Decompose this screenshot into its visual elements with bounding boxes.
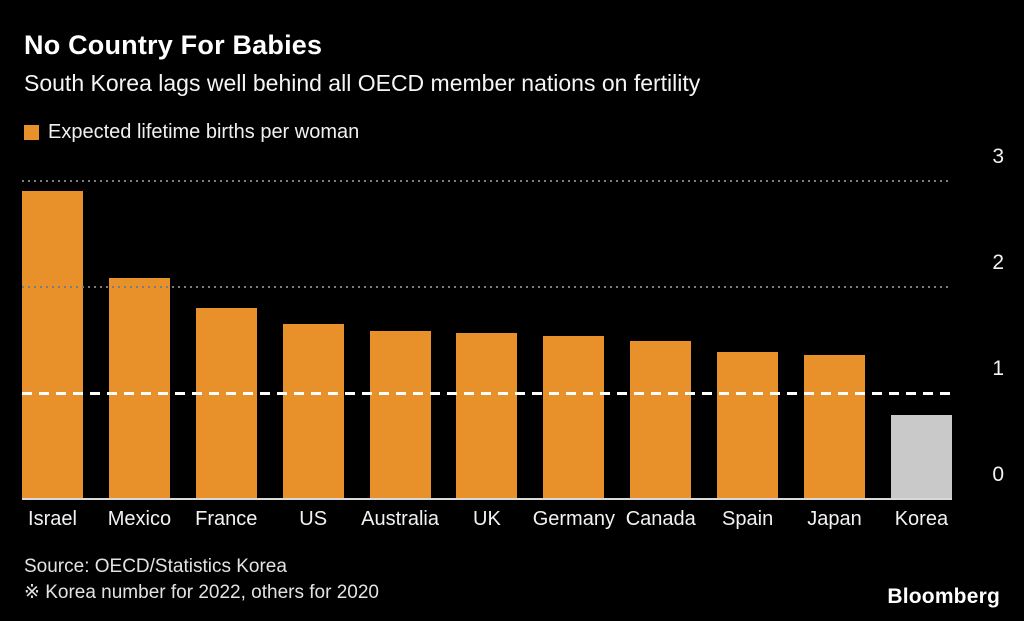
y-tick-3: 3	[992, 145, 1004, 168]
legend: Expected lifetime births per woman	[24, 120, 359, 144]
bar-france	[195, 308, 257, 498]
bars-container: Israel Mexico France US Australia UK Germany Ca…	[22, 158, 952, 530]
bar-us	[282, 324, 344, 498]
x-label-australia: Australia	[361, 508, 439, 530]
bar-australia	[369, 330, 431, 498]
bar-korea	[890, 415, 952, 498]
x-label-mexico: Mexico	[107, 508, 172, 530]
x-label-us: US	[299, 508, 328, 530]
y-tick-1: 1	[992, 357, 1004, 380]
bar-israel	[22, 190, 83, 498]
x-label-korea: Korea	[894, 508, 949, 530]
bar-germany	[543, 335, 605, 498]
legend-label: Expected lifetime births per woman	[48, 120, 360, 143]
x-label-japan: Japan	[807, 508, 862, 530]
chart-subtitle: South Korea lags well behind all OECD me…	[24, 70, 701, 96]
x-label-germany: Germany	[532, 508, 615, 530]
bar-group-japan: Japan	[804, 158, 866, 530]
gridline-rule	[22, 180, 952, 182]
bloomberg-logo: Bloomberg	[887, 585, 1000, 608]
x-label-spain: Spain	[722, 508, 774, 530]
y-tick-0: 0	[992, 463, 1004, 486]
bar-group-germany: Germany	[533, 158, 615, 530]
bar-group-korea: Korea	[890, 158, 952, 530]
bar-group-mexico: Mexico	[108, 158, 171, 530]
bar-group-uk: UK	[456, 158, 518, 530]
x-label-canada: Canada	[625, 508, 696, 530]
x-label-uk: UK	[473, 508, 501, 530]
reference-line	[22, 392, 952, 395]
bar-group-spain: Spain	[717, 158, 779, 530]
legend-swatch-icon	[24, 124, 39, 140]
plot-area: Israel Mexico France US Australia UK Germany Ca…	[22, 146, 1004, 530]
source-line: Source: OECD/Statistics Korea	[24, 556, 287, 577]
bar-group-israel: Israel	[22, 158, 83, 530]
gridline-rule	[22, 286, 952, 288]
bar-mexico	[108, 277, 170, 498]
bar-group-france: France	[195, 158, 257, 530]
y-tick-2: 2	[992, 251, 1004, 274]
bar-group-us: US	[282, 158, 344, 530]
bar-group-australia: Australia	[361, 158, 439, 530]
bar-japan	[804, 354, 866, 498]
x-label-israel: Israel	[28, 508, 77, 530]
x-label-france: France	[195, 508, 258, 530]
bar-spain	[717, 351, 779, 498]
note-line: ※ Korea number for 2022, others for 2020	[24, 582, 379, 603]
bar-canada	[630, 341, 692, 498]
chart-title: No Country For Babies	[24, 30, 323, 60]
bar-uk	[456, 332, 518, 498]
bar-group-canada: Canada	[626, 158, 696, 530]
